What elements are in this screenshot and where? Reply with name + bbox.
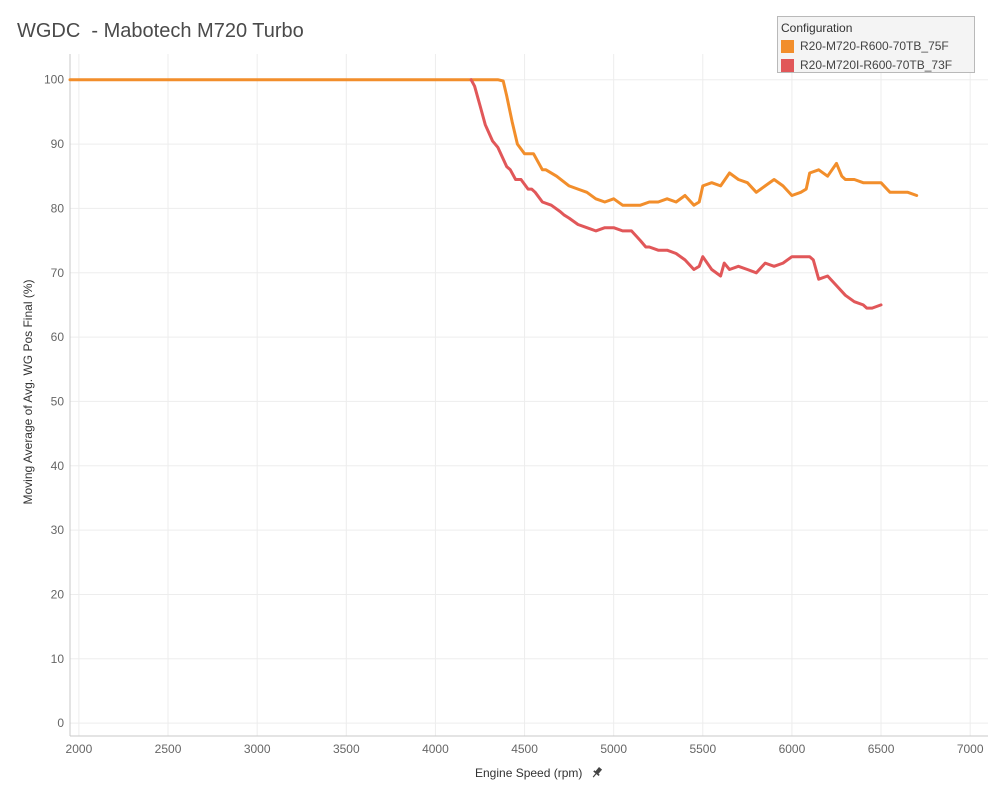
series-line-2[interactable] <box>469 78 883 310</box>
y-tick-label: 0 <box>57 716 64 730</box>
y-tick-label: 80 <box>51 201 65 215</box>
y-tick-label: 20 <box>51 587 65 601</box>
x-tick-label: 4000 <box>422 742 449 756</box>
x-tick-label: 3500 <box>333 742 360 756</box>
x-tick-label: 3000 <box>244 742 271 756</box>
y-axis-title: Moving Average of Avg. WG Pos Final (%) <box>21 279 35 505</box>
y-tick-label: 30 <box>51 523 65 537</box>
series-line-1[interactable] <box>68 78 919 207</box>
legend: Configuration R20-M720-R600-70TB_75F R20… <box>777 16 975 73</box>
y-tick-label: 70 <box>51 266 65 280</box>
x-tick-label: 6000 <box>779 742 806 756</box>
y-tick-label: 40 <box>51 459 65 473</box>
axis-layer <box>69 54 988 737</box>
y-tick-label: 10 <box>51 652 65 666</box>
grid-layer <box>70 54 988 736</box>
y-tick-label: 60 <box>51 330 65 344</box>
x-tick-label: 5000 <box>600 742 627 756</box>
tick-label-layer: 0 10 20 30 40 50 60 70 80 90 100 2000 2500 3000 3500 40… <box>44 73 984 756</box>
x-tick-label: 6500 <box>868 742 895 756</box>
legend-label-series-1: R20-M720-R600-70TB_75F <box>800 39 949 53</box>
x-tick-label: 2000 <box>66 742 93 756</box>
legend-label-series-2: R20-M720I-R600-70TB_73F <box>800 58 953 72</box>
y-tick-label: 100 <box>44 73 64 87</box>
x-tick-label: 4500 <box>511 742 538 756</box>
x-axis-title[interactable]: Engine Speed (rpm) <box>475 766 583 780</box>
legend-item-series-1[interactable]: R20-M720-R600-70TB_75F <box>781 38 949 54</box>
y-tick-label: 90 <box>51 137 65 151</box>
pin-icon[interactable] <box>591 766 603 779</box>
chart-title: WGDC - Mabotech M720 Turbo <box>17 20 304 42</box>
x-tick-label: 7000 <box>957 742 984 756</box>
x-tick-label: 2500 <box>155 742 182 756</box>
x-tick-label: 5500 <box>689 742 716 756</box>
y-tick-label: 50 <box>51 394 65 408</box>
legend-title: Configuration <box>781 21 853 35</box>
legend-swatch-series-1 <box>781 39 794 53</box>
legend-swatch-series-2 <box>781 58 794 72</box>
series-layer <box>68 78 919 310</box>
legend-item-series-2[interactable]: R20-M720I-R600-70TB_73F <box>781 57 952 73</box>
